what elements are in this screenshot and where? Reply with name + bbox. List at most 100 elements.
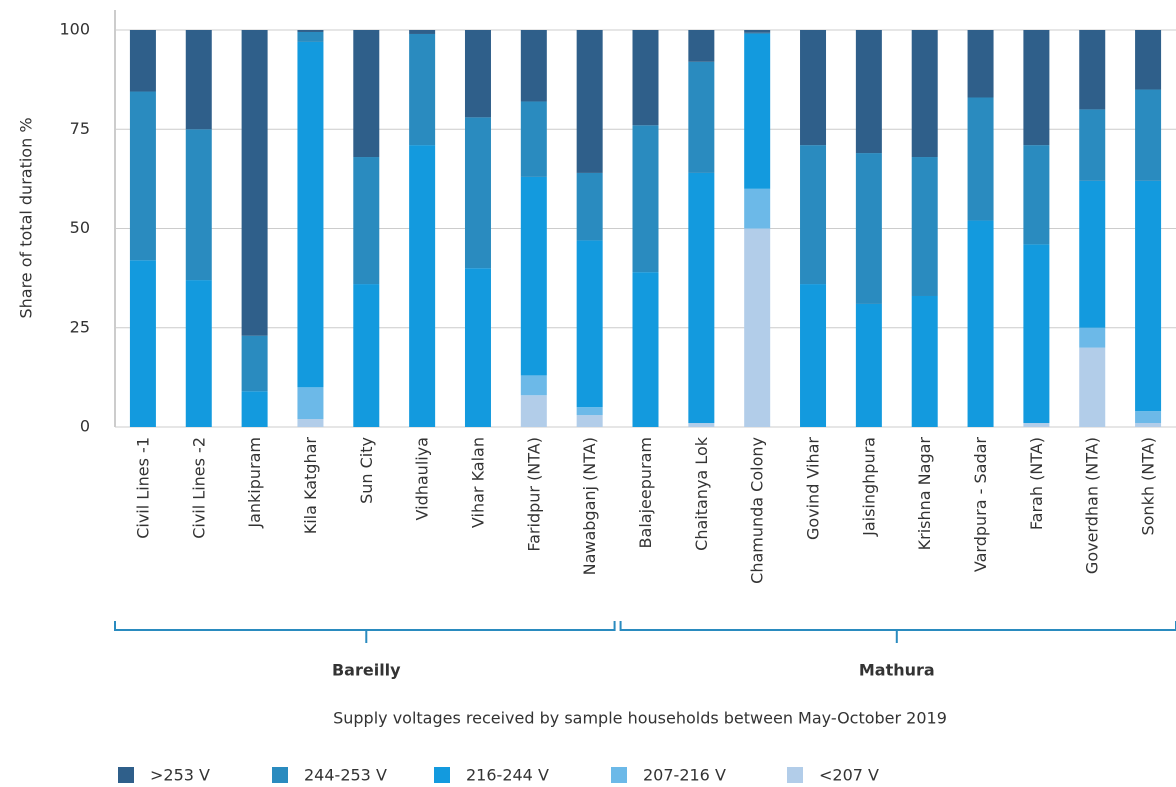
bar-segment <box>688 423 715 427</box>
bar-segment <box>855 303 882 427</box>
bar-segment <box>297 419 324 427</box>
bar-segment <box>576 415 603 427</box>
legend-label: 244-253 V <box>304 766 387 785</box>
x-tick-label: Sonkh (NTA) <box>1139 437 1158 536</box>
x-tick-label: Jankipuram <box>245 437 264 529</box>
x-tick-label: Sun City <box>357 437 376 504</box>
bar-segment <box>129 30 156 92</box>
bar-segment <box>911 295 938 427</box>
bar-segment <box>297 387 324 420</box>
legend-swatch <box>118 767 134 783</box>
bar-segment <box>911 157 938 296</box>
x-tick-label: Civil Lines -2 <box>189 437 208 539</box>
bar-segment <box>688 61 715 173</box>
x-tick-label: Vardpura - Sadar <box>971 437 990 573</box>
legend-swatch <box>434 767 450 783</box>
group-bracket <box>114 621 616 643</box>
bar-segment <box>1079 327 1106 348</box>
legend-label: 207-216 V <box>643 766 726 785</box>
bar-segment <box>1135 89 1162 181</box>
bar-segment <box>1135 30 1162 90</box>
y-tick-label: 50 <box>70 218 90 237</box>
x-tick-label: Kila Katghar <box>301 437 320 535</box>
bar-segment <box>1079 347 1106 427</box>
bar-segment <box>297 31 324 42</box>
bar-segment <box>967 220 994 427</box>
bar-segment <box>800 145 827 285</box>
bar-segment <box>800 284 827 427</box>
bar-segment <box>1135 423 1162 427</box>
bar-segment <box>911 30 938 158</box>
bar-segment <box>520 176 547 376</box>
bar-segment <box>241 391 268 427</box>
bar-segment <box>967 30 994 98</box>
bar-segment <box>409 145 436 427</box>
bar-segment <box>688 30 715 62</box>
x-tick-label: Goverdhan (NTA) <box>1083 437 1102 574</box>
bar-segment <box>520 375 547 396</box>
bar-segment <box>744 33 771 189</box>
x-axis-title: Supply voltages received by sample house… <box>333 709 947 728</box>
x-tick-label: Vidhauliya <box>413 437 432 520</box>
bar-segment <box>576 30 603 173</box>
x-tick-label: Balajeepuram <box>636 437 655 548</box>
bar-segment <box>129 260 156 427</box>
bar-segment <box>576 172 603 241</box>
bar-segment <box>185 30 212 130</box>
bar-segment <box>464 117 491 269</box>
bar-segment <box>576 240 603 408</box>
bar-segment <box>1079 109 1106 181</box>
bar-segment <box>520 395 547 427</box>
bar-segment <box>297 30 324 32</box>
x-tick-label: Farah (NTA) <box>1027 437 1046 530</box>
bar-segment <box>1079 180 1106 328</box>
bar-segment <box>1135 180 1162 412</box>
x-tick-label: Chamunda Colony <box>748 437 767 584</box>
bar-segment <box>744 32 771 34</box>
bar-segment <box>409 33 436 146</box>
bar-segment <box>241 30 268 336</box>
bar-segment <box>353 157 380 285</box>
x-tick-label: Chaitanya Lok <box>692 436 711 551</box>
y-tick-label: 75 <box>70 119 90 138</box>
y-tick-label: 0 <box>80 417 90 436</box>
bar-segment <box>855 30 882 154</box>
bar-segment <box>632 272 659 427</box>
bar-segment <box>855 153 882 304</box>
bar-segment <box>800 30 827 146</box>
x-tick-label: Jaisinghpura <box>859 437 878 537</box>
y-axis-title: Share of total duration % <box>17 117 36 318</box>
bar-segment <box>185 280 212 427</box>
x-tick-label: Krishna Nagar <box>915 437 934 551</box>
x-tick-label: Govind Vihar <box>804 437 823 540</box>
legend-swatch <box>611 767 627 783</box>
bar-segment <box>744 30 771 33</box>
x-tick-label: Nawabganj (NTA) <box>580 437 599 575</box>
bar-segment <box>744 188 771 229</box>
y-tick-label: 100 <box>59 20 90 39</box>
bar-segment <box>241 335 268 392</box>
bar-segment <box>464 30 491 118</box>
bar-segment <box>1023 423 1050 427</box>
bar-segment <box>464 268 491 427</box>
bar-segment <box>1023 145 1050 245</box>
legend-label: >253 V <box>150 766 210 785</box>
bar-segment <box>353 30 380 158</box>
bar-segment <box>744 228 771 427</box>
legend-swatch <box>787 767 803 783</box>
x-tick-label: Faridpur (NTA) <box>524 437 543 552</box>
x-tick-label: Vihar Kalan <box>468 437 487 528</box>
x-tick-label: Civil Lines -1 <box>133 437 152 539</box>
bar-segment <box>632 125 659 273</box>
group-bracket <box>619 621 1176 643</box>
bar-segment <box>520 101 547 177</box>
bar-segment <box>967 97 994 221</box>
bar-segment <box>409 30 436 34</box>
bar-segment <box>129 91 156 261</box>
bar-segment <box>632 30 659 126</box>
bar-segment <box>1135 411 1162 424</box>
group-label: Mathura <box>859 661 935 680</box>
bar-segment <box>576 407 603 416</box>
bar-segment <box>1079 30 1106 110</box>
